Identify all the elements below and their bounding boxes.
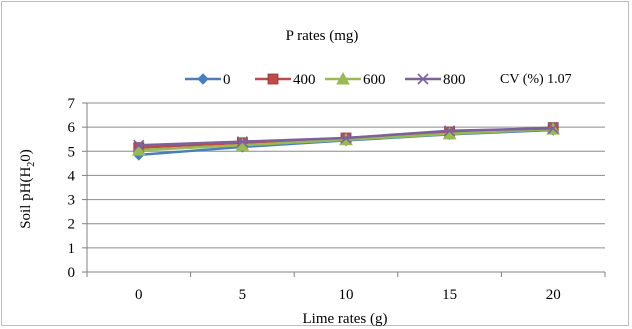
x-axis-ticks: 0 5 10 15 20 <box>87 272 605 303</box>
y-tick-label: 6 <box>68 120 76 136</box>
x-tick-label: 20 <box>546 287 561 303</box>
legend-label: 800 <box>443 72 466 88</box>
legend-marker <box>198 74 208 84</box>
y-tick-label: 1 <box>68 241 76 257</box>
legend: 0 400 600 800 <box>185 72 466 88</box>
y-axis-label-end: 0) <box>18 149 34 162</box>
y-axis-label: Soil pH(H20) <box>18 149 37 229</box>
cv-annotation: CV (%) 1.07 <box>500 72 572 87</box>
y-axis-ticks: 0 1 2 3 4 5 6 7 <box>68 96 88 281</box>
y-tick-label: 0 <box>68 265 76 281</box>
y-axis-label-main: Soil pH(H <box>18 167 34 229</box>
legend-item-0: 0 <box>185 72 231 88</box>
legend-label: 0 <box>223 72 231 88</box>
x-tick-label: 0 <box>135 287 143 303</box>
legend-label: 400 <box>293 72 316 88</box>
x-axis-label: Lime rates (g) <box>303 311 388 327</box>
legend-item-600: 600 <box>325 72 386 88</box>
legend-label: 600 <box>363 72 386 88</box>
x-tick-label: 5 <box>239 287 247 303</box>
legend-marker <box>268 74 278 84</box>
legend-item-400: 400 <box>255 72 316 88</box>
y-tick-label: 2 <box>68 217 76 233</box>
y-tick-label: 7 <box>68 96 76 112</box>
y-tick-label: 3 <box>68 193 76 209</box>
series-group <box>133 123 559 160</box>
legend-item-800: 800 <box>405 72 466 88</box>
y-tick-label: 5 <box>68 144 76 160</box>
chart-title: P rates (mg) <box>286 28 359 44</box>
y-tick-label: 4 <box>68 168 76 184</box>
x-tick-label: 10 <box>339 287 354 303</box>
x-tick-label: 15 <box>442 287 457 303</box>
